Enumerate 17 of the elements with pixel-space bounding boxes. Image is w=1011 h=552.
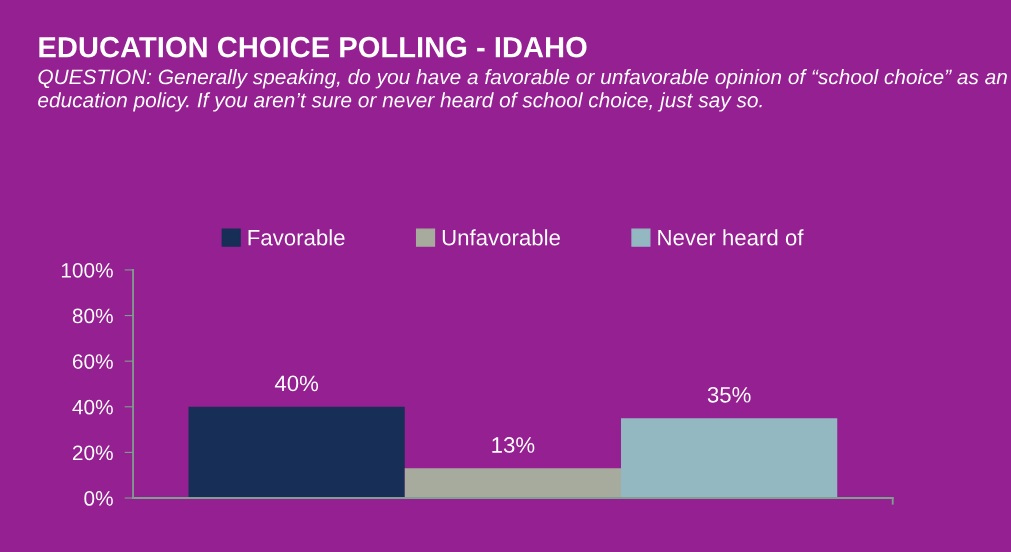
bar [188,406,405,499]
y-tick-label: 60% [72,354,113,369]
y-tick-label: 20% [72,445,113,461]
bar [404,468,622,499]
legend-label: Never heard of [658,229,804,246]
legend-label: Unfavorable [442,229,560,246]
data-label: 13% [492,437,535,453]
chart-subtitle: QUESTION: Generally speaking, do you have a favorable or unfavorable opinion of “school choice” as an education policy. If you aren’t sure or never heard of school choice, just say so. [38,69,1007,112]
y-tick-label: 0% [84,491,113,506]
y-tick-label: 100% [61,262,113,278]
data-label: 35% [707,386,751,403]
legend-label: Favorable [248,229,345,246]
y-tick-label: 80% [72,308,113,324]
chart-title: EDUCATION CHOICE POLLING - IDAHO [39,36,587,58]
bar [621,418,838,499]
y-tick-label: 40% [72,399,113,415]
data-label: 40% [274,375,319,392]
